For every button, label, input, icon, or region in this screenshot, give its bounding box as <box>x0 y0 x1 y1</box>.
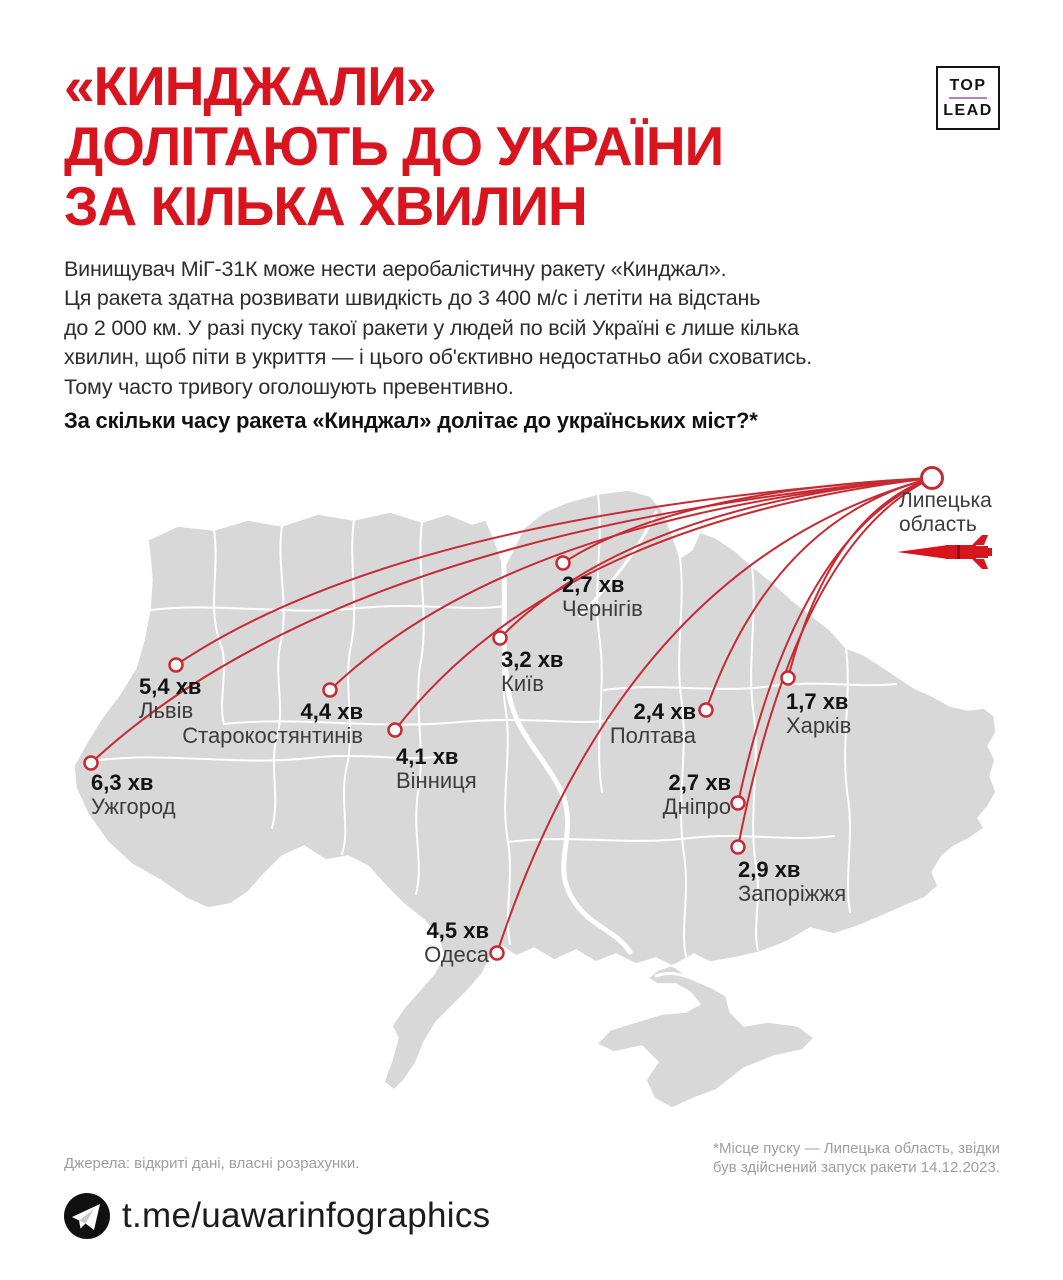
city-name: Чернігів <box>562 596 643 621</box>
ukraine-outline <box>73 489 997 1109</box>
city-time: 3,2 хв <box>501 647 564 672</box>
city-label-vinnytsia: 4,1 хв Вінниця <box>396 745 477 793</box>
city-dot-starokostiantyniv <box>322 682 338 698</box>
city-label-uzhhorod: 6,3 хв Ужгород <box>91 771 176 819</box>
sivash-inlet <box>654 972 702 984</box>
city-label-odesa: 4,5 хв Одеса <box>424 919 489 967</box>
origin-dot <box>920 466 944 490</box>
flight-line-uzhhorod <box>90 477 933 764</box>
source-note: Джерела: відкриті дані, власні розрахунк… <box>64 1155 360 1172</box>
city-time: 2,9 хв <box>738 857 801 882</box>
flight-line-lviv <box>175 477 933 666</box>
city-time: 4,5 хв <box>426 918 489 943</box>
city-dot-kyiv <box>492 630 508 646</box>
launch-footnote-line-2: був здійснений запуск ракети 14.12.2023. <box>712 1159 1000 1176</box>
city-time: 2,7 хв <box>668 770 731 795</box>
city-time: 5,4 хв <box>139 674 202 699</box>
city-dot-odesa <box>489 945 505 961</box>
city-dot-uzhhorod <box>83 755 99 771</box>
missile-icon <box>897 535 992 569</box>
city-name: Полтава <box>609 723 696 748</box>
origin-label-line-2: область <box>899 513 977 536</box>
city-label-zaporizhzhia: 2,9 хв Запоріжжя <box>738 858 846 906</box>
city-time: 4,4 хв <box>300 699 363 724</box>
city-name: Дніпро <box>662 794 731 819</box>
city-dots <box>83 555 796 961</box>
city-dot-kharkiv <box>780 670 796 686</box>
city-time: 6,3 хв <box>91 770 154 795</box>
city-dot-poltava <box>698 702 714 718</box>
map-question: За скільки часу ракета «Кинджал» долітає… <box>64 408 758 433</box>
city-name: Ужгород <box>91 794 176 819</box>
flight-line-zaporizhzhia <box>737 477 933 848</box>
flight-line-odesa <box>496 477 933 954</box>
city-label-kharkiv: 1,7 хв Харків <box>786 690 851 738</box>
logo-divider <box>949 97 987 99</box>
origin-label-line-1: Липецька <box>899 489 992 512</box>
page-title: «КИНДЖАЛИ» ДОЛІТАЮТЬ ДО УКРАЇНИ ЗА КІЛЬК… <box>64 55 724 237</box>
intro-line: хвилин, щоб піти в укриття — і цього об'… <box>64 345 813 370</box>
city-time: 4,1 хв <box>396 744 459 769</box>
city-name: Запоріжжя <box>738 881 847 906</box>
city-dot-zaporizhzhia <box>730 839 746 855</box>
title-line-2: ДОЛІТАЮТЬ ДО УКРАЇНИ <box>64 115 724 177</box>
city-name: Львів <box>139 698 194 723</box>
flight-lines <box>90 477 933 954</box>
city-label-chernihiv: 2,7 хв Чернігів <box>562 573 643 621</box>
telegram-handle: t.me/uawarinfographics <box>122 1196 491 1235</box>
flight-line-vinnytsia <box>394 477 933 731</box>
intro-line: Тому часто тривогу оголошують превентивн… <box>64 374 514 399</box>
intro-line: до 2 000 км. У разі пуску такої ракети у… <box>64 315 799 340</box>
title-line-3: ЗА КІЛЬКА ХВИЛИН <box>64 175 588 237</box>
launch-footnote: *Місце пуску — Липецька область, звідки … <box>713 1139 1000 1177</box>
flight-line-starokostiantyniv <box>329 477 933 691</box>
city-name: Одеса <box>424 942 489 967</box>
flight-line-dnipro <box>737 477 933 804</box>
city-name: Харків <box>786 713 852 738</box>
city-dot-chernihiv <box>555 555 571 571</box>
intro-paragraph: Винищувач МіГ-31К може нести аеробалісти… <box>64 255 812 402</box>
city-label-lviv: 5,4 хв Львів <box>139 675 201 723</box>
city-label-poltava: 2,4 хв Полтава <box>610 700 696 748</box>
city-time: 2,7 хв <box>562 572 625 597</box>
oblast-borders <box>99 493 897 957</box>
logo-lead-text: LEAD <box>943 102 993 119</box>
city-dot-lviv <box>168 657 184 673</box>
intro-line: Винищувач МіГ-31К може нести аеробалісти… <box>64 257 727 281</box>
telegram-icon <box>64 1193 110 1239</box>
city-name: Київ <box>501 671 544 696</box>
toplead-logo: TOP LEAD <box>936 66 1000 130</box>
origin-label: Липецька область <box>899 489 992 537</box>
city-dot-vinnytsia <box>387 722 403 738</box>
intro-line: Ця ракета здатна розвивати швидкість до … <box>64 286 761 311</box>
city-name: Старокостянтинів <box>182 723 363 748</box>
city-label-starokostiantyniv: 4,4 хв Старокостянтинів <box>182 700 363 748</box>
city-label-dnipro: 2,7 хв Дніпро <box>663 771 731 819</box>
launch-footnote-line-1: *Місце пуску — Липецька область, звідки <box>713 1140 1000 1157</box>
city-label-kyiv: 3,2 хв Київ <box>501 648 563 696</box>
title-line-1: «КИНДЖАЛИ» <box>64 55 436 117</box>
city-name: Вінниця <box>396 768 477 793</box>
logo-top-text: TOP <box>949 77 987 94</box>
city-time: 2,4 хв <box>633 699 696 724</box>
city-dot-dnipro <box>730 795 746 811</box>
city-time: 1,7 хв <box>786 689 849 714</box>
